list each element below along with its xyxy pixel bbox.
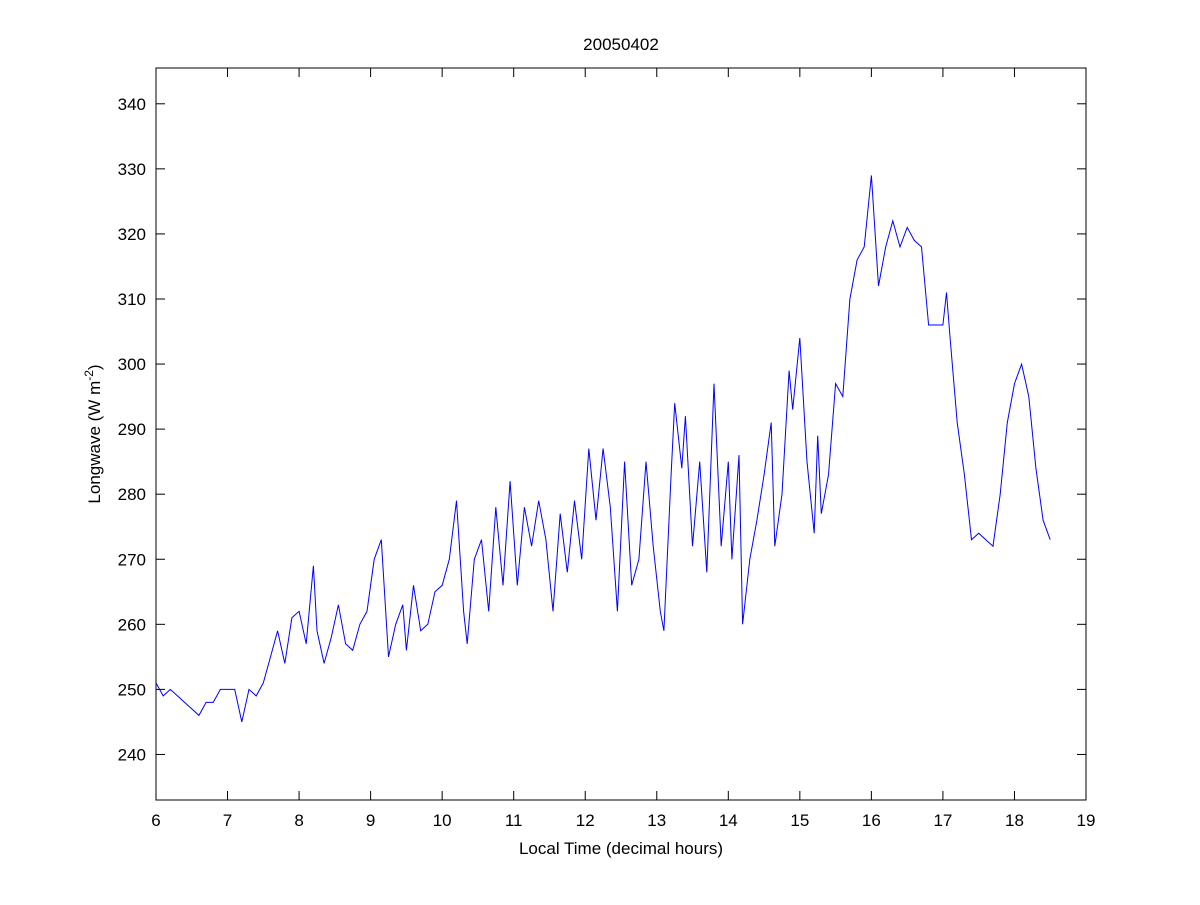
y-tick-label: 310 xyxy=(118,290,146,309)
y-tick-label: 240 xyxy=(118,745,146,764)
x-tick-label: 10 xyxy=(433,811,452,830)
y-axis-label-close: ) xyxy=(85,364,104,370)
plot-area xyxy=(155,67,1087,801)
x-tick-label: 15 xyxy=(790,811,809,830)
y-tick-label: 270 xyxy=(118,550,146,569)
y-tick-label: 250 xyxy=(118,680,146,699)
x-tick-label: 8 xyxy=(294,811,303,830)
y-axis-label: Longwave (W m-2) xyxy=(82,364,104,503)
y-tick-label: 330 xyxy=(118,160,146,179)
x-tick-label: 9 xyxy=(366,811,375,830)
longwave-series-line xyxy=(155,175,1051,723)
x-tick-label: 16 xyxy=(862,811,881,830)
x-tick-label: 7 xyxy=(223,811,232,830)
y-tick-label: 290 xyxy=(118,420,146,439)
y-axis-label-main: Longwave (W m xyxy=(85,381,104,504)
x-tick-label: 18 xyxy=(1005,811,1024,830)
x-tick-label: 11 xyxy=(505,811,523,830)
x-tick-label: 17 xyxy=(933,811,952,830)
y-tick-label: 300 xyxy=(118,355,146,374)
x-tick-label: 12 xyxy=(576,811,595,830)
x-axis-label: Local Time (decimal hours) xyxy=(519,839,723,858)
y-tick-label: 260 xyxy=(118,615,146,634)
y-tick-label: 320 xyxy=(118,225,146,244)
y-tick-label: 280 xyxy=(118,485,146,504)
y-axis-label-superscript: -2 xyxy=(82,370,96,381)
chart-title: 20050402 xyxy=(583,35,659,54)
x-tick-label: 14 xyxy=(719,811,738,830)
x-tick-label: 13 xyxy=(647,811,666,830)
x-tick-label: 19 xyxy=(1077,811,1096,830)
x-tick-label: 6 xyxy=(151,811,160,830)
y-tick-label: 340 xyxy=(118,95,146,114)
